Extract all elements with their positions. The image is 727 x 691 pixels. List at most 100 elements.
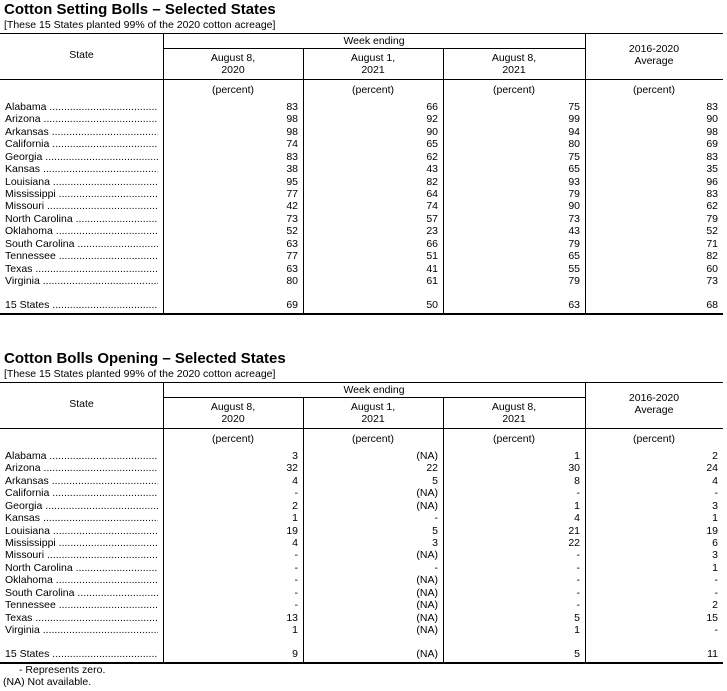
table-row: Arizona ................................… <box>0 462 723 474</box>
value-cell: 38 <box>286 163 298 176</box>
header-bottom-border <box>0 428 723 429</box>
value-cell: 52 <box>706 225 718 238</box>
value-cell: 8 <box>574 474 580 487</box>
week-ending-header: Week ending <box>343 35 405 47</box>
table-row: Missouri ...............................… <box>0 549 723 561</box>
state-name: Virginia <box>5 624 40 637</box>
dot-leader: ........................................… <box>35 611 158 624</box>
value-cell: 1 <box>574 499 580 512</box>
state-cell: Virginia ...............................… <box>5 624 158 636</box>
table-row: Oklahoma ...............................… <box>0 225 723 237</box>
value-cell: 15 <box>706 611 718 624</box>
value-cell: 4 <box>292 474 298 487</box>
value-cell: 3 <box>432 537 438 549</box>
value-cell: - <box>576 549 581 562</box>
value-cell: 75 <box>568 101 580 113</box>
state-name: Arkansas <box>5 474 49 487</box>
value-cell: 2 <box>712 599 718 612</box>
data-table: State Week ending August 8, 2020 (percent) Au… <box>0 33 723 315</box>
value-cell: 90 <box>426 125 438 138</box>
state-name: Mississippi <box>5 188 56 200</box>
week-ending-rule <box>163 48 585 49</box>
column-divider <box>443 397 444 662</box>
value-cell: 73 <box>568 212 580 225</box>
column-header-line2: 2021 <box>502 64 526 76</box>
table-top-border <box>0 33 723 34</box>
column-divider <box>163 382 164 662</box>
column-header-line1: August 1, <box>350 401 396 413</box>
value-cell: 82 <box>426 175 438 188</box>
column-header: August 8, 2021 <box>443 52 585 76</box>
table-row: Louisiana ..............................… <box>0 525 723 537</box>
value-cell: (NA) <box>416 549 438 562</box>
column-header-line1: 2016-2020 <box>628 43 680 55</box>
column-header: August 1, 2021 <box>303 52 443 76</box>
value-cell: 98 <box>286 113 298 126</box>
state-name: Oklahoma <box>5 225 53 238</box>
value-cell: 69 <box>706 138 718 151</box>
unit-label: (percent) <box>351 84 394 96</box>
value-cell: - <box>294 599 299 612</box>
value-cell: (NA) <box>416 611 438 624</box>
value-cell: 43 <box>426 163 438 176</box>
dot-leader: ........................................… <box>49 101 158 113</box>
state-cell: Texas ..................................… <box>5 263 158 275</box>
column-divider <box>443 48 444 313</box>
state-cell: Tennessee ..............................… <box>5 599 158 611</box>
table-row: Kansas .................................… <box>0 163 723 175</box>
state-cell: Texas ..................................… <box>5 612 158 624</box>
total-row: 15 States ..............................… <box>0 299 723 311</box>
value-cell: 23 <box>426 225 438 238</box>
state-cell: Missouri ...............................… <box>5 200 158 212</box>
state-cell: South Carolina .........................… <box>5 238 158 250</box>
value-cell: (NA) <box>416 450 438 462</box>
state-name: South Carolina <box>5 586 75 599</box>
table-row: Virginia ...............................… <box>0 275 723 287</box>
state-cell: Mississippi ............................… <box>5 537 158 549</box>
value-cell: (NA) <box>416 648 438 660</box>
column-header-line2: 2021 <box>361 413 385 425</box>
state-name: Louisiana <box>5 524 50 537</box>
value-cell: (NA) <box>416 586 438 599</box>
table-row: Tennessee ..............................… <box>0 250 723 262</box>
value-cell: 95 <box>286 175 298 188</box>
value-cell: 77 <box>286 250 298 263</box>
dot-leader: ........................................… <box>75 561 158 574</box>
column-header-line1: August 8, <box>210 52 256 64</box>
state-name: Missouri <box>5 200 45 213</box>
state-name: Kansas <box>5 163 41 176</box>
value-cell: 83 <box>286 150 298 163</box>
table-row: North Carolina .........................… <box>0 213 723 225</box>
value-cell: 3 <box>292 450 298 462</box>
unit-label: (percent) <box>492 433 535 445</box>
column-header-line2: 2021 <box>361 64 385 76</box>
dot-leader: ........................................… <box>47 549 158 562</box>
column-header-line1: August 8, <box>491 401 537 413</box>
state-name: Arizona <box>5 462 41 475</box>
state-cell: South Carolina .........................… <box>5 587 158 599</box>
table-row: Mississippi ............................… <box>0 537 723 549</box>
table-row: California .............................… <box>0 138 723 150</box>
table-row: Kansas .................................… <box>0 512 723 524</box>
value-cell: - <box>434 512 439 525</box>
state-cell: Louisiana ..............................… <box>5 525 158 537</box>
value-cell: - <box>434 561 439 574</box>
table-row: Texas ..................................… <box>0 612 723 624</box>
state-cell: Georgia ................................… <box>5 500 158 512</box>
state-name: 15 States <box>5 299 50 311</box>
value-cell: 21 <box>568 524 580 537</box>
dot-leader: ........................................… <box>47 200 158 213</box>
unit-label: (percent) <box>632 433 675 445</box>
table-subtitle: [These 15 States planted 99% of the 2020… <box>4 19 276 31</box>
state-name: 15 States <box>5 648 50 660</box>
state-name: Arizona <box>5 113 41 126</box>
dot-leader: ........................................… <box>51 474 158 487</box>
value-cell: 13 <box>286 611 298 624</box>
footnote-zero: - Represents zero. <box>19 664 106 676</box>
value-cell: 83 <box>706 188 718 200</box>
dot-leader: ........................................… <box>45 499 158 512</box>
total-row: 15 States ..............................… <box>0 648 723 660</box>
value-cell: 3 <box>712 549 718 562</box>
dot-leader: ........................................… <box>52 524 158 537</box>
table-row: Georgia ................................… <box>0 151 723 163</box>
